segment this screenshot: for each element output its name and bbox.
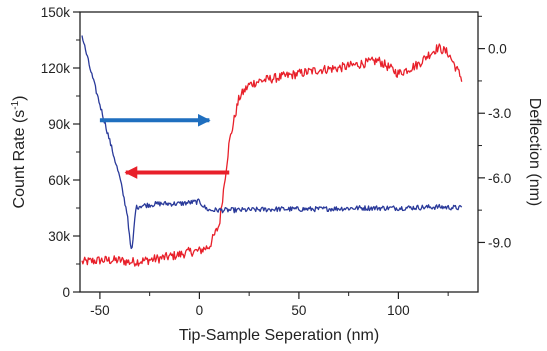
y-left-title-sup: -1 <box>10 100 21 109</box>
x-tick-label: 0 <box>196 303 204 318</box>
y-left-tick-label: 150k <box>41 5 71 20</box>
x-axis-title: Tip-Sample Seperation (nm) <box>179 327 379 344</box>
series-layer <box>81 35 463 267</box>
y-left-title-suffix: ) <box>11 96 28 101</box>
y-left-tick-label: 30k <box>48 229 70 244</box>
series-line-0 <box>81 43 463 267</box>
x-tick-label: -50 <box>90 303 110 318</box>
plot-frame <box>79 11 479 293</box>
y-left-tick-label: 60k <box>48 173 70 188</box>
annotation-layer <box>99 113 230 179</box>
y-right-tick-label: 0.0 <box>488 42 507 57</box>
x-axis-ticks: -50 0 50 100 <box>90 292 449 318</box>
x-tick-label: 50 <box>291 303 306 318</box>
y-left-title-prefix: Count Rate (s <box>11 110 28 209</box>
x-tick-label: 100 <box>387 303 410 318</box>
y-right-axis-title: Deflection (nm) <box>526 98 543 206</box>
series-line-1 <box>81 35 463 250</box>
y-left-tick-label: 120k <box>41 61 71 76</box>
y-left-tick-label: 90k <box>48 117 70 132</box>
y-right-tick-label: -6.0 <box>488 171 511 186</box>
y-right-tick-label: -9.0 <box>488 235 511 250</box>
y-right-tick-label: -3.0 <box>488 106 511 121</box>
y-left-axis-ticks: 0 30k 60k 90k 120k 150k <box>41 5 80 300</box>
y-right-axis-ticks: 0.0 -3.0 -6.0 -9.0 <box>478 15 511 250</box>
y-left-axis-title: Count Rate (s-1) <box>10 96 28 209</box>
y-left-tick-label: 0 <box>62 285 70 300</box>
